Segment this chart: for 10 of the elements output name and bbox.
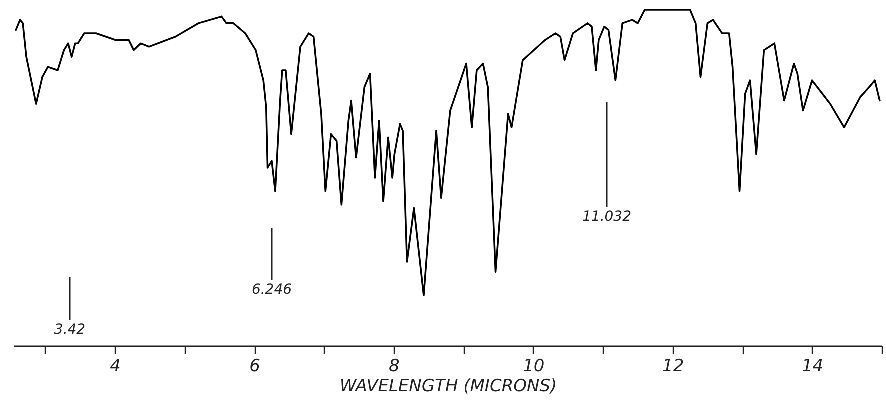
x-tick-label: 6 — [250, 356, 261, 376]
x-axis-title: WAVELENGTH (MICRONS) — [340, 376, 558, 396]
x-tick-label: 12 — [662, 356, 684, 376]
x-tick-label: 14 — [802, 356, 824, 376]
annotation: 6.246 — [252, 282, 292, 298]
x-tick-label: 8 — [389, 356, 400, 376]
x-tick-label: 4 — [110, 356, 122, 376]
annotation: 11.032 — [582, 209, 632, 225]
annotation: 3.42 — [54, 322, 86, 338]
x-tick-label: 10 — [523, 356, 545, 376]
